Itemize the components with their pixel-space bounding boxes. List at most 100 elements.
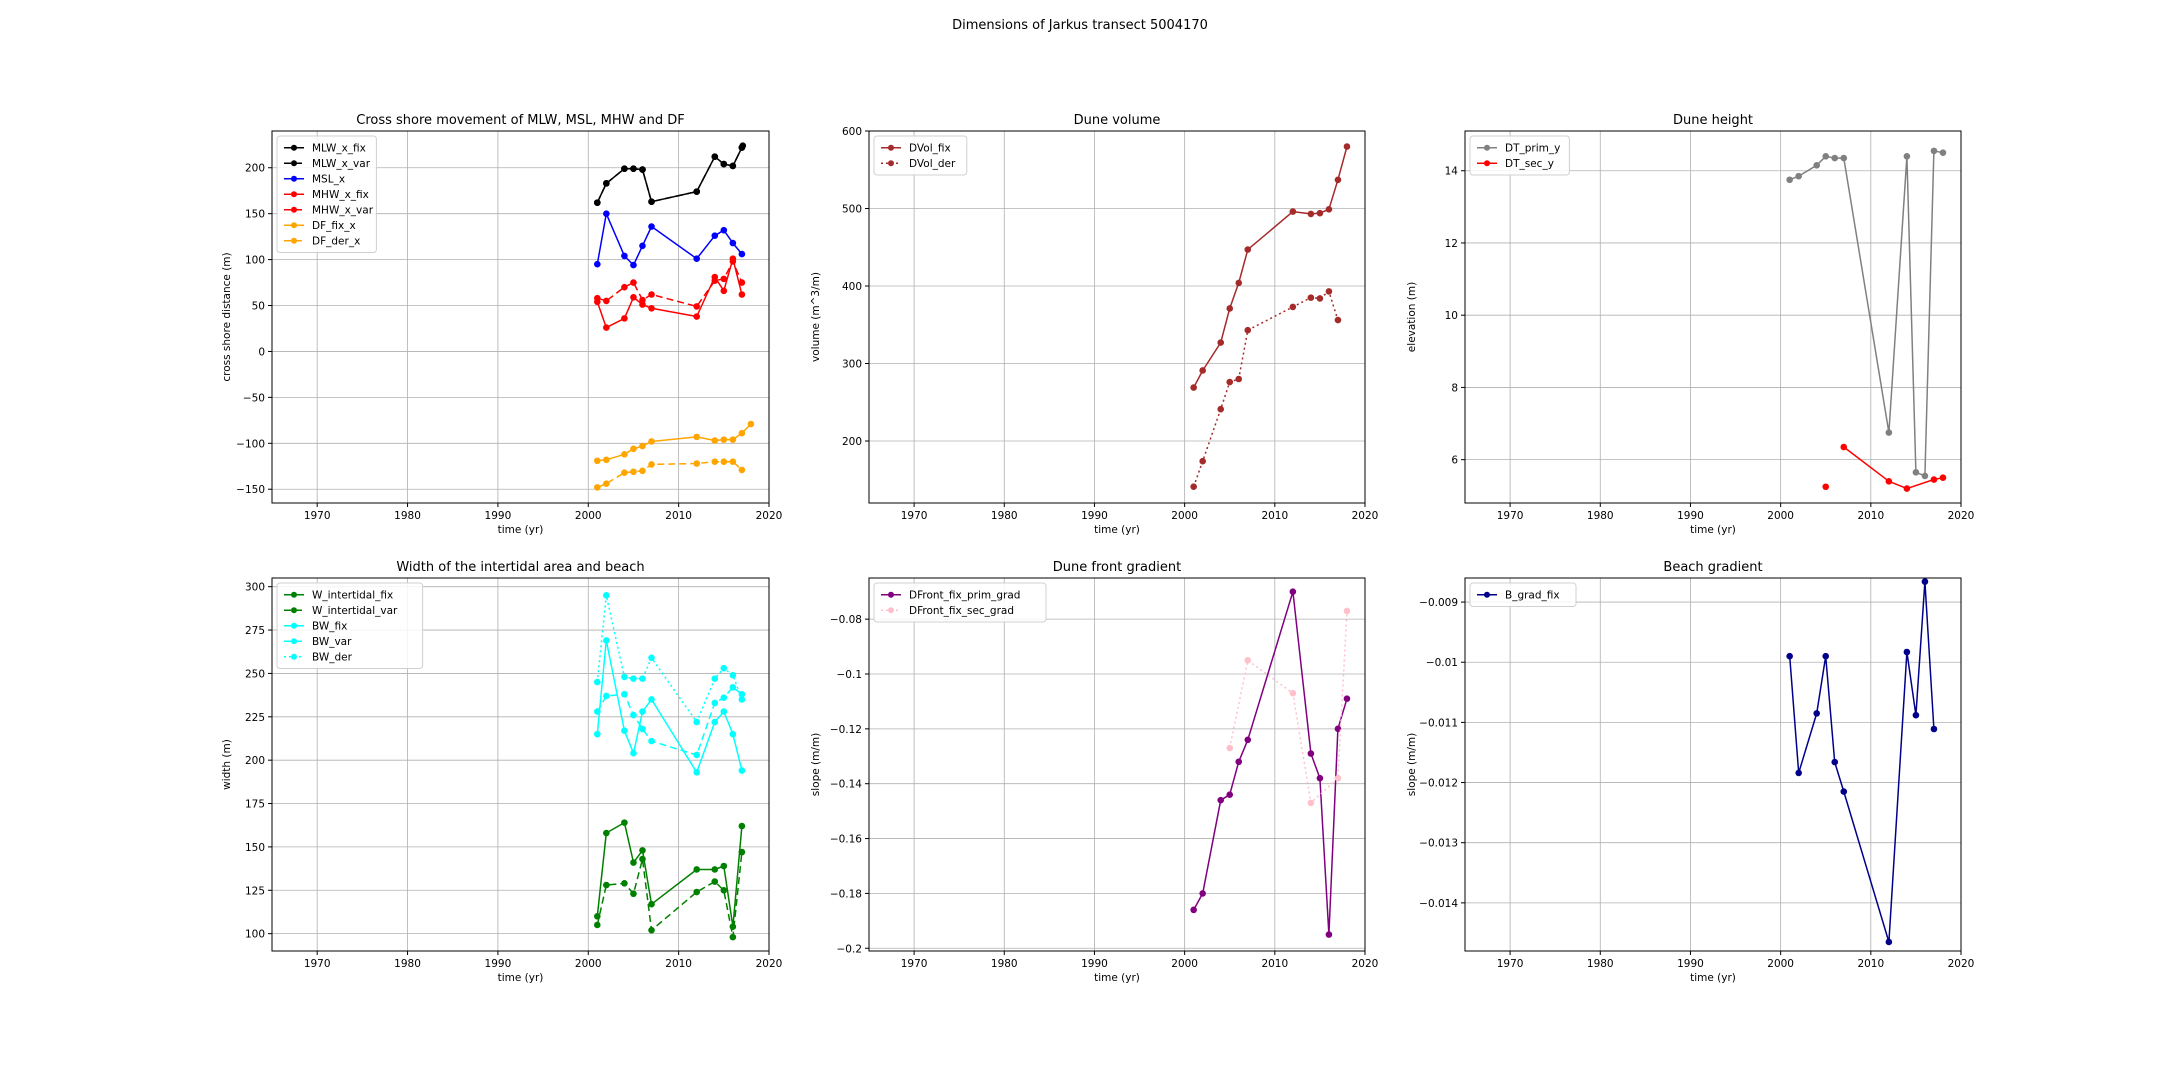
data-point xyxy=(594,921,601,929)
data-point xyxy=(729,458,737,465)
y-tick-label: −0.16 xyxy=(830,834,862,846)
y-axis-label: slope (m/m) xyxy=(1406,733,1418,796)
x-axis-label: time (yr) xyxy=(1094,524,1140,536)
data-point xyxy=(1334,176,1342,184)
data-point xyxy=(1316,774,1324,782)
series-W_intertidal_var xyxy=(594,848,746,941)
legend-label: DT_prim_y xyxy=(1505,143,1560,155)
legend-box xyxy=(1469,135,1570,176)
data-point xyxy=(1921,472,1929,480)
x-tick-label: 2010 xyxy=(1857,510,1884,522)
y-axis-label: width (m) xyxy=(221,739,233,790)
chart-title: Width of the intertidal area and beach xyxy=(396,560,644,575)
data-point xyxy=(639,708,646,715)
x-tick-label: 2020 xyxy=(756,510,783,522)
x-tick-label: 2010 xyxy=(665,510,692,522)
y-tick-label: 500 xyxy=(842,204,862,216)
legend-marker xyxy=(291,653,297,660)
data-point xyxy=(1903,485,1911,492)
data-point xyxy=(711,866,719,873)
data-point xyxy=(1235,375,1243,383)
chart-title: Beach gradient xyxy=(1663,560,1762,575)
data-point xyxy=(630,445,637,453)
data-point xyxy=(738,690,746,698)
data-point xyxy=(630,859,637,866)
x-tick-label: 1980 xyxy=(991,510,1018,522)
data-point xyxy=(603,180,610,187)
data-point xyxy=(747,420,755,428)
axes-frame xyxy=(271,577,770,952)
data-point xyxy=(711,232,719,240)
x-tick-label: 1970 xyxy=(1497,958,1524,970)
series-MLW_x_var xyxy=(594,144,746,206)
chart-title: Dune height xyxy=(1673,113,1753,128)
data-point xyxy=(1786,176,1793,184)
x-tick-label: 2000 xyxy=(1171,958,1198,970)
data-point xyxy=(693,303,701,310)
x-tick-label: 2000 xyxy=(1767,510,1794,522)
y-tick-label: 6 xyxy=(1451,455,1458,467)
series-DFront_fix_prim_grad xyxy=(1190,588,1351,938)
data-point xyxy=(1244,326,1252,334)
chart-panel-5: 1970 1980 1990 2000 2010 2020 −0.2 −0.18 −0.16 −0… xyxy=(810,560,1378,984)
data-point xyxy=(711,675,719,682)
series-BW_var xyxy=(594,683,746,759)
data-point xyxy=(630,261,637,269)
legend-label: W_intertidal_fix xyxy=(312,590,393,602)
legend-label: B_grad_fix xyxy=(1505,590,1560,602)
data-point xyxy=(1822,152,1830,160)
x-axis-label: time (yr) xyxy=(1690,524,1736,536)
data-point xyxy=(603,480,610,488)
data-point xyxy=(1912,711,1920,719)
x-tick-label: 2010 xyxy=(665,958,692,970)
data-point xyxy=(720,708,728,715)
data-point xyxy=(1831,154,1839,162)
y-tick-label: 600 xyxy=(842,126,862,138)
data-point xyxy=(603,297,610,305)
data-point xyxy=(1334,725,1342,733)
data-point xyxy=(1840,443,1848,451)
series-line xyxy=(1228,610,1348,804)
data-point xyxy=(648,461,655,468)
axes-frame xyxy=(868,130,1366,504)
series-line xyxy=(597,260,743,308)
y-tick-label: −0.01 xyxy=(1426,657,1458,669)
data-point xyxy=(711,437,719,444)
series-line xyxy=(596,686,743,756)
data-point xyxy=(621,673,628,681)
legend: DT_prim_y DT_sec_y xyxy=(1469,135,1570,176)
data-point xyxy=(621,690,628,698)
data-point xyxy=(729,933,737,941)
legend-marker xyxy=(291,622,297,629)
data-point xyxy=(1190,906,1197,914)
data-point xyxy=(1903,648,1911,656)
y-tick-label: 175 xyxy=(245,799,265,811)
data-point xyxy=(1289,208,1297,215)
series-line xyxy=(596,852,743,938)
y-tick-label: 50 xyxy=(252,301,265,313)
legend-marker xyxy=(291,237,297,244)
data-point xyxy=(720,458,728,465)
data-point xyxy=(693,460,701,467)
data-point xyxy=(738,279,746,286)
data-point xyxy=(711,458,719,465)
data-point xyxy=(738,291,746,298)
data-point xyxy=(1226,791,1234,798)
data-point xyxy=(603,324,610,331)
data-point xyxy=(693,255,701,262)
data-point xyxy=(1199,457,1206,465)
data-point xyxy=(1840,788,1848,795)
data-point xyxy=(594,260,601,268)
legend-label: MLW_x_fix xyxy=(312,143,366,155)
series-line xyxy=(1193,146,1348,388)
data-point xyxy=(603,592,610,599)
data-point xyxy=(711,153,719,161)
data-point xyxy=(621,283,628,291)
data-point xyxy=(594,708,601,715)
legend-label: MSL_x xyxy=(312,174,345,186)
data-point xyxy=(1795,769,1802,777)
data-point xyxy=(1822,652,1830,660)
x-tick-label: 2020 xyxy=(1352,958,1379,970)
legend-label: DF_der_x xyxy=(312,236,360,248)
legend-marker xyxy=(888,591,894,598)
